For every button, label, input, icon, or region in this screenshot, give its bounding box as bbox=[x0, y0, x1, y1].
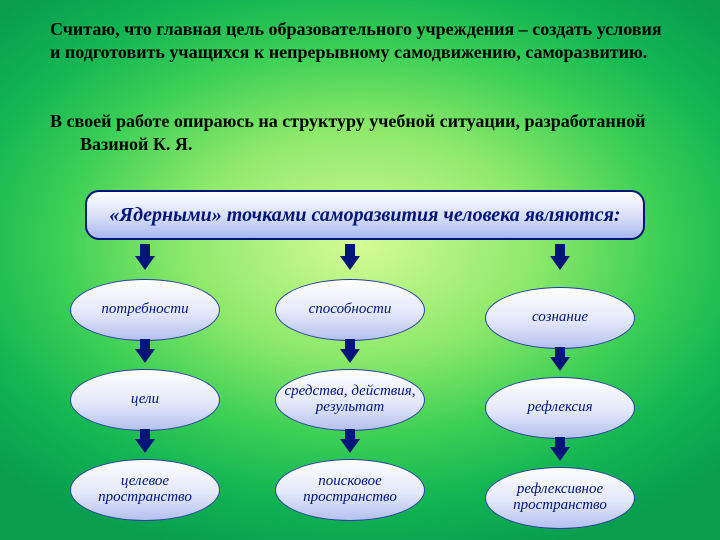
arrow-col1-r2-r3 bbox=[135, 429, 155, 453]
arrow-col2-r1-r2 bbox=[340, 339, 360, 363]
bubble-col1-row3: целевое пространство bbox=[70, 459, 220, 521]
arrow-header-to-col2 bbox=[340, 244, 360, 270]
bubble-col3-row2-text: рефлексия bbox=[527, 400, 592, 416]
arrow-col3-r2-r3 bbox=[550, 437, 570, 461]
bubble-col2-row3: поисковое пространство bbox=[275, 459, 425, 521]
bubble-col1-row1-text: потребности bbox=[101, 302, 188, 318]
arrow-col2-r2-r3 bbox=[340, 429, 360, 453]
bubble-col1-row1: потребности bbox=[70, 279, 220, 341]
slide-root: Считаю, что главная цель образовательног… bbox=[0, 0, 720, 540]
bubble-col2-row1: способности bbox=[275, 279, 425, 341]
arrow-col1-r1-r2 bbox=[135, 339, 155, 363]
header-box: «Ядерными» точками саморазвития человека… bbox=[85, 190, 645, 240]
intro-paragraph-2: В своей работе опираюсь на структуру уче… bbox=[50, 110, 700, 155]
bubble-col3-row2: рефлексия bbox=[485, 377, 635, 439]
bubble-col1-row3-text: целевое пространство bbox=[79, 474, 211, 506]
bubble-col2-row3-text: поисковое пространство bbox=[284, 474, 416, 506]
bubble-col3-row3-text: рефлексивное пространство bbox=[494, 482, 626, 514]
arrow-header-to-col1 bbox=[135, 244, 155, 270]
bubble-col3-row1: сознание bbox=[485, 287, 635, 349]
header-text: «Ядерными» точками саморазвития человека… bbox=[109, 204, 620, 227]
bubble-col1-row2: цели bbox=[70, 369, 220, 431]
bubble-col1-row2-text: цели bbox=[131, 392, 159, 408]
bubble-col2-row2-text: средства, действия, результат bbox=[284, 384, 416, 416]
bubble-col3-row1-text: сознание bbox=[532, 310, 588, 326]
bubble-col2-row1-text: способности bbox=[309, 302, 392, 318]
bubble-col2-row2: средства, действия, результат bbox=[275, 369, 425, 431]
arrow-header-to-col3 bbox=[550, 244, 570, 270]
intro-paragraph-1: Считаю, что главная цель образовательног… bbox=[50, 18, 670, 63]
bubble-col3-row3: рефлексивное пространство bbox=[485, 467, 635, 529]
arrow-col3-r1-r2 bbox=[550, 347, 570, 371]
